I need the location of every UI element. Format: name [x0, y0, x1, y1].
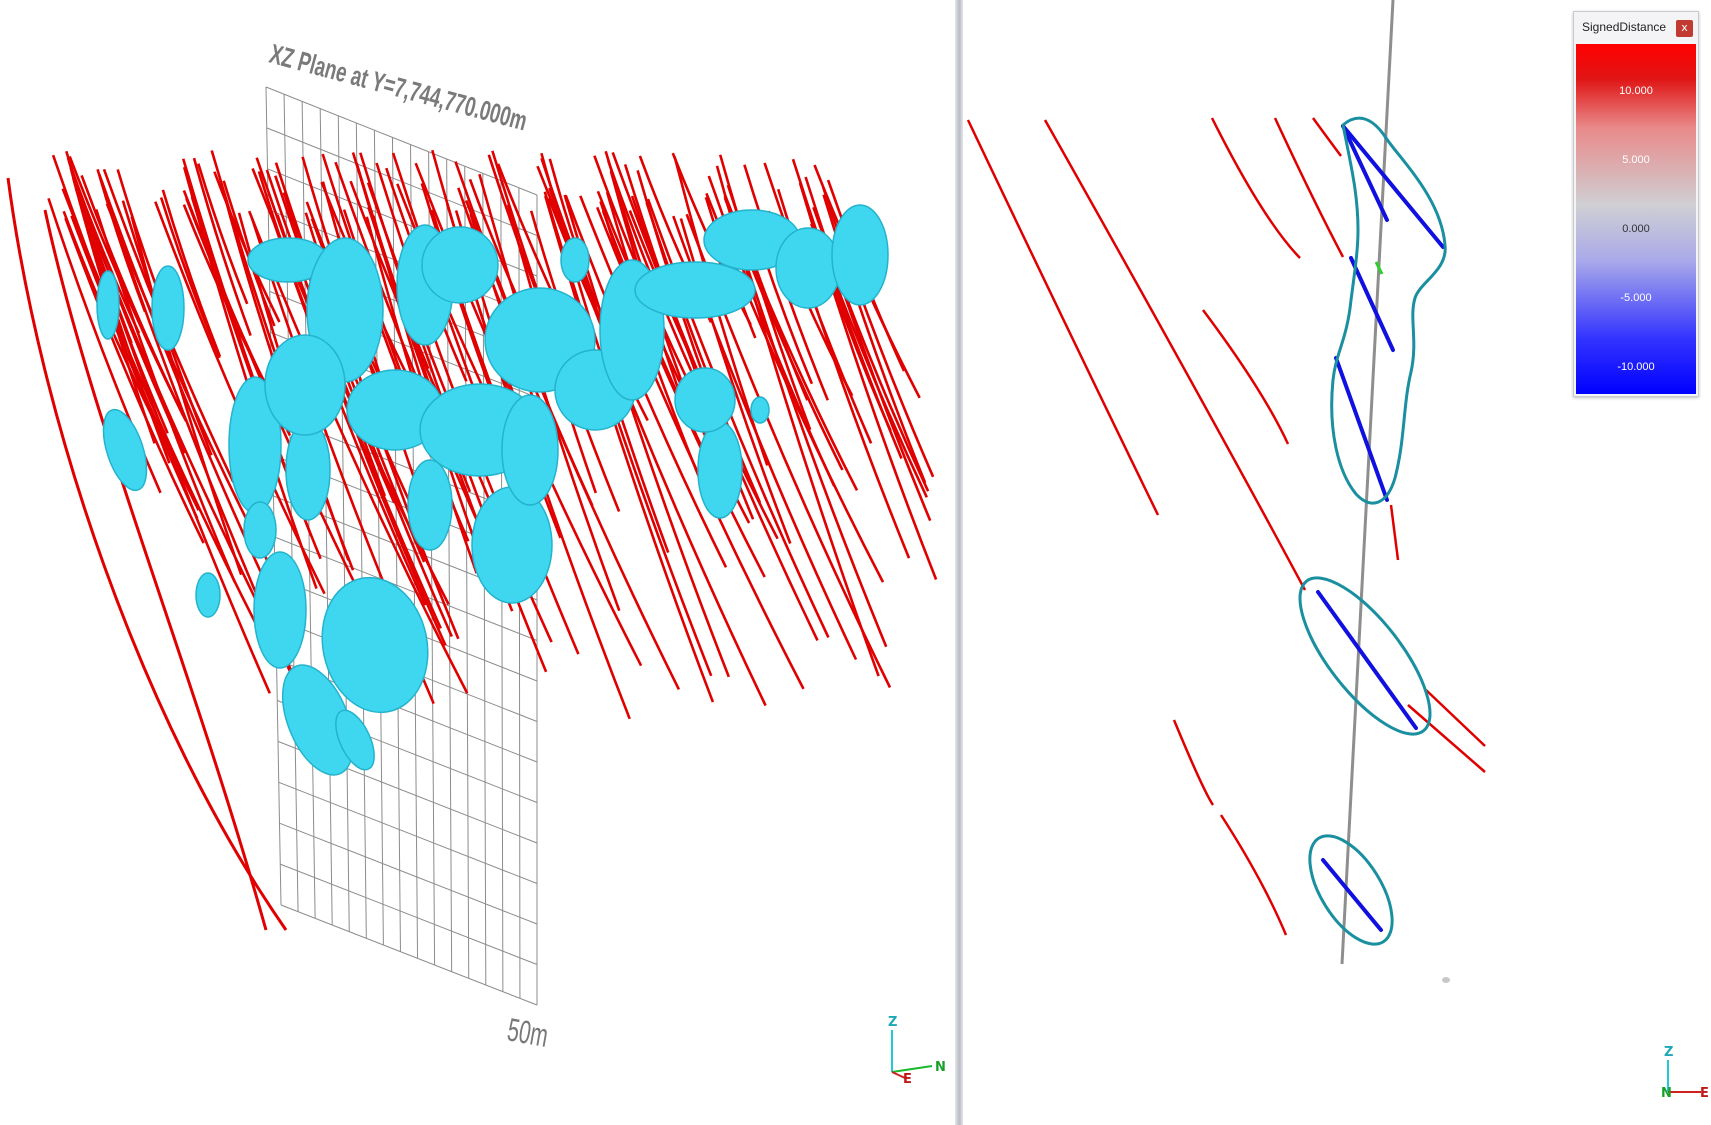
isosurface-blob: [421, 226, 499, 304]
isosurface-blob: [407, 459, 453, 551]
isosurface-blob: [151, 265, 185, 351]
drillhole-trace: [548, 158, 599, 308]
drillhole-trace: [64, 217, 205, 544]
drillhole-trace: [1201, 309, 1290, 445]
drillhole-trace: [821, 186, 935, 478]
section-line: [1340, 0, 1395, 965]
drillhole-trace: [43, 209, 268, 931]
isosurface-blob: [102, 408, 148, 492]
drillhole-trace: [96, 168, 147, 313]
orientation-triad: Z N E: [888, 1015, 946, 1087]
drillhole-trace: [1311, 117, 1343, 157]
isosurface-blob: [281, 664, 355, 776]
orientation-triad: Z N E: [1661, 1045, 1709, 1101]
legend-tick: 10.000: [1619, 85, 1653, 97]
contour-outline: [1308, 834, 1394, 946]
close-button[interactable]: x: [1676, 20, 1693, 37]
drillhole-trace: [251, 168, 450, 605]
axis-n-label: N: [935, 1060, 946, 1075]
drillhole-trace: [213, 171, 281, 323]
inside-segment: [1316, 590, 1418, 730]
legend-title: SignedDistance: [1582, 20, 1667, 34]
green-marker: [1374, 261, 1384, 275]
drillhole-trace: [192, 157, 252, 337]
axis-z-label: Z: [1664, 1045, 1673, 1060]
legend-header[interactable]: SignedDistance x: [1574, 12, 1698, 42]
legend-tick: -5.000: [1620, 292, 1652, 304]
scale-label: 50m: [505, 1011, 551, 1054]
isosurface-blob: [560, 237, 590, 283]
isosurface-blob: [335, 709, 375, 771]
drillhole-trace: [1273, 117, 1345, 258]
axis-e-label: E: [1700, 1086, 1709, 1101]
drillhole-trace: [646, 198, 830, 638]
contour-outline: [1330, 116, 1447, 505]
isosurface-blob: [775, 227, 841, 309]
pivot-marker: [1442, 977, 1450, 983]
inside-segments: [1316, 124, 1445, 932]
isosurface-blob: [634, 261, 756, 319]
legend-tick: -10.000: [1617, 361, 1655, 373]
right-scene[interactable]: Z N E: [963, 0, 1711, 1125]
isosurface-contours: [1298, 116, 1447, 946]
drillhole-trace: [1219, 814, 1288, 936]
isosurface-blob: [697, 421, 743, 519]
isosurface-shells: [96, 204, 889, 776]
drillhole-trace: [579, 195, 805, 690]
inside-segment: [1341, 124, 1389, 222]
isosurface-blob: [264, 334, 346, 436]
isosurface-blob: [674, 367, 736, 433]
axis-z-label: Z: [888, 1015, 897, 1030]
isosurface-blob: [243, 501, 277, 559]
isosurface-blob: [253, 551, 307, 669]
legend-tick: 5.000: [1622, 154, 1650, 166]
drillhole-trace: [130, 216, 243, 576]
isosurface-blob: [96, 270, 120, 340]
drillhole-trace: [1172, 719, 1215, 806]
drillhole-trace: [1210, 117, 1301, 259]
drillhole-trace: [966, 119, 1160, 516]
inside-segment: [1349, 256, 1395, 352]
drillhole-trace: [791, 158, 903, 459]
isosurface-blob: [471, 486, 553, 604]
drillhole-trace: [51, 154, 199, 519]
drillhole-trace: [1407, 704, 1486, 773]
left-scene[interactable]: XZ Plane at Y=7,744,770.000m 50m Z N E: [0, 0, 955, 1125]
plane-label: XZ Plane at Y=7,744,770.000m: [266, 38, 530, 136]
inside-segment: [1341, 124, 1445, 249]
isosurface-blob: [501, 394, 559, 506]
inside-segment: [1321, 858, 1383, 932]
inside-segment: [1334, 356, 1389, 502]
viewport-splitter[interactable]: [955, 0, 963, 1125]
left-3d-viewport[interactable]: XZ Plane at Y=7,744,770.000m 50m Z N E: [0, 0, 955, 1125]
drillhole-trace: [1389, 504, 1400, 561]
legend-tick: 0.000: [1622, 223, 1650, 235]
isosurface-blob: [831, 204, 889, 306]
isosurface-blob: [195, 572, 221, 618]
section-drillholes: [966, 117, 1486, 936]
signed-distance-legend[interactable]: SignedDistance x 10.000 5.000 0.000 -5.0…: [1573, 11, 1699, 397]
drillhole-trace: [645, 202, 762, 504]
isosurface-blob: [750, 396, 770, 424]
drillhole-trace: [1043, 119, 1307, 591]
contour-outline: [1298, 576, 1432, 736]
drillhole-trace: [80, 174, 185, 416]
isosurface-blob: [321, 576, 429, 714]
drillhole-trace: [161, 189, 222, 357]
drillhole-trace: [6, 177, 288, 931]
axis-n-label: N: [1661, 1086, 1672, 1101]
axis-e-label: E: [903, 1072, 912, 1087]
drillhole-trace: [197, 163, 249, 305]
color-ramp: 10.000 5.000 0.000 -5.000 -10.000: [1576, 44, 1696, 394]
drillhole-trace: [1425, 689, 1486, 747]
